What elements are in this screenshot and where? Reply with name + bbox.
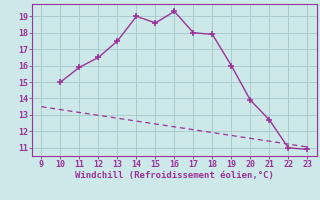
X-axis label: Windchill (Refroidissement éolien,°C): Windchill (Refroidissement éolien,°C) <box>75 171 274 180</box>
